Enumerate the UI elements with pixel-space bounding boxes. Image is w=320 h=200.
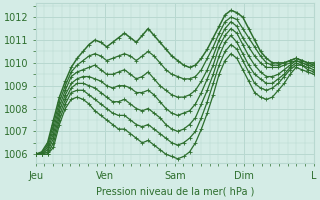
X-axis label: Pression niveau de la mer( hPa ): Pression niveau de la mer( hPa ) [96, 187, 254, 197]
